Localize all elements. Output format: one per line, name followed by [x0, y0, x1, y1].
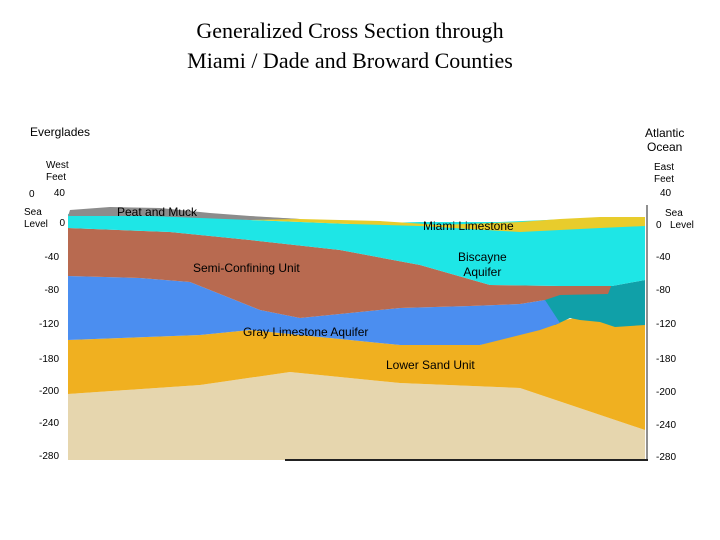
- biscayne-label-line1: Biscayne: [458, 250, 507, 264]
- diagram-title-line1: Generalized Cross Section through: [196, 18, 504, 43]
- gray-limestone-layer: [68, 276, 560, 345]
- right-sea-label: Sea: [665, 208, 683, 219]
- lower-sand-unit-layer: [68, 318, 645, 430]
- left-tick: -120: [38, 319, 59, 330]
- east-feet-label: East Feet: [654, 162, 674, 186]
- west-label: West: [46, 160, 69, 171]
- lower-sand-label: Lower Sand Unit: [386, 358, 475, 372]
- atlantic-label-line1: Atlantic: [645, 126, 685, 140]
- everglades-label: Everglades: [30, 125, 91, 139]
- east-feet-text: Feet: [654, 174, 675, 185]
- left-tick: -240: [38, 418, 59, 429]
- left-level-text: Level: [24, 219, 48, 230]
- biscayne-aquifer-layer: [68, 213, 645, 286]
- left-tick: -200: [38, 386, 59, 397]
- right-tick: -240: [656, 420, 677, 431]
- peat-muck-layer: [68, 207, 300, 220]
- atlantic-ocean-label: Atlantic Ocean: [645, 126, 684, 154]
- right-tick: -120: [656, 319, 677, 330]
- left-tick: -180: [38, 354, 59, 365]
- right-tick: -180: [656, 354, 677, 365]
- base-layer: [68, 372, 645, 460]
- peat-muck-label: Peat and Muck: [117, 205, 198, 219]
- surface-sand-layer: [210, 214, 645, 232]
- biscayne-aquifer-label: Biscayne Aquifer: [458, 250, 507, 280]
- biscayne-label-line2: Aquifer: [463, 265, 502, 279]
- right-tick: 40: [660, 188, 672, 199]
- right-level-label: Level: [670, 220, 694, 231]
- left-tick: 0: [59, 218, 65, 229]
- gray-limestone-label: Gray Limestone Aquifer: [243, 325, 369, 339]
- left-tick: 40: [53, 188, 65, 199]
- left-sea-text: Sea: [24, 207, 42, 218]
- right-tick: -280: [656, 452, 677, 463]
- west-feet-text: Feet: [46, 172, 67, 183]
- diagram-title-line2: Miami / Dade and Broward Counties: [187, 48, 513, 73]
- right-tick: -80: [656, 285, 671, 296]
- left-sea-level-label: Sea Level: [24, 207, 48, 231]
- left-tick: -80: [44, 285, 59, 296]
- right-tick: -40: [656, 252, 671, 263]
- west-feet-label: West Feet: [46, 160, 69, 184]
- atlantic-label-line2: Ocean: [647, 140, 683, 154]
- left-tick: -40: [44, 252, 59, 263]
- semi-confining-label: Semi-Confining Unit: [193, 261, 300, 275]
- right-tick: 0: [656, 220, 662, 231]
- semi-confining-layer: [68, 228, 612, 318]
- miami-limestone-label: Miami Limestone: [423, 219, 514, 233]
- left-tick: -280: [38, 451, 59, 462]
- east-label: East: [654, 162, 675, 173]
- top-left-zero: 0: [29, 189, 35, 200]
- right-tick: -200: [656, 387, 677, 398]
